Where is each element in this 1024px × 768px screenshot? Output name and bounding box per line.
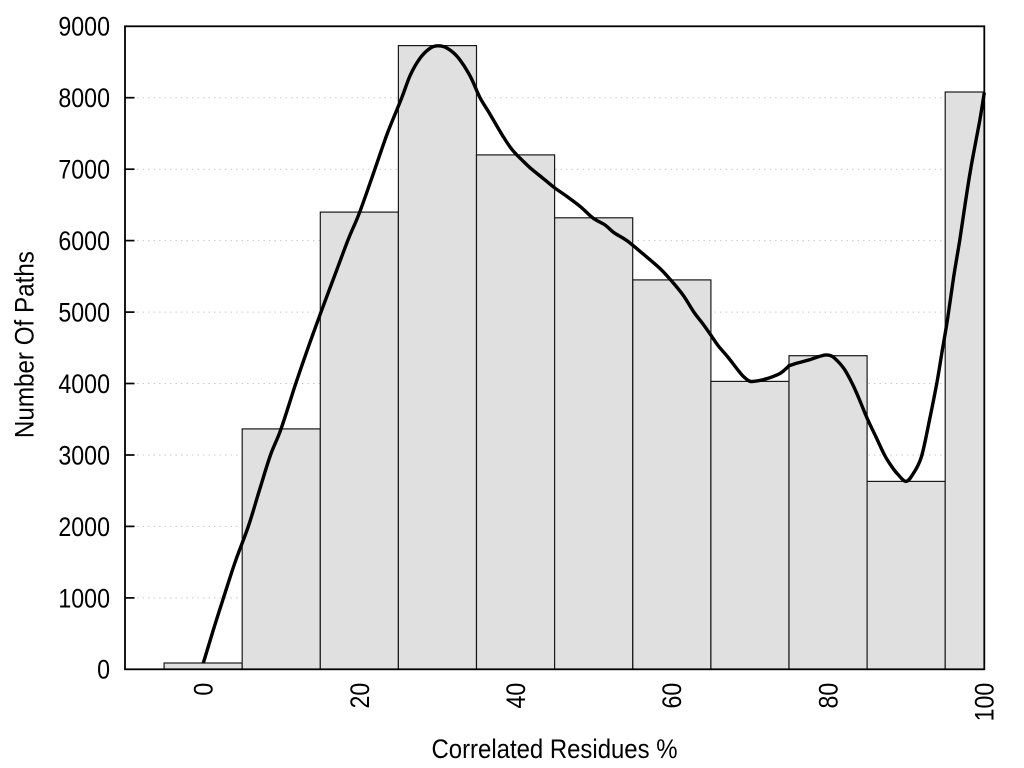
svg-text:60: 60 — [657, 683, 687, 709]
svg-text:80: 80 — [814, 683, 844, 709]
svg-text:40: 40 — [501, 683, 531, 709]
svg-text:100: 100 — [970, 683, 1000, 722]
svg-text:3000: 3000 — [58, 440, 110, 470]
svg-text:9000: 9000 — [58, 12, 110, 42]
svg-text:0: 0 — [97, 655, 110, 685]
svg-text:5000: 5000 — [58, 298, 110, 328]
svg-text:6000: 6000 — [58, 226, 110, 256]
svg-text:Correlated Residues %: Correlated Residues % — [432, 734, 678, 764]
svg-text:8000: 8000 — [58, 83, 110, 113]
svg-text:4000: 4000 — [58, 369, 110, 399]
svg-text:20: 20 — [345, 683, 375, 709]
svg-text:Number Of Paths: Number Of Paths — [10, 251, 40, 438]
svg-text:0: 0 — [189, 683, 219, 696]
svg-text:7000: 7000 — [58, 155, 110, 185]
svg-text:2000: 2000 — [58, 512, 110, 542]
svg-text:1000: 1000 — [58, 583, 110, 613]
